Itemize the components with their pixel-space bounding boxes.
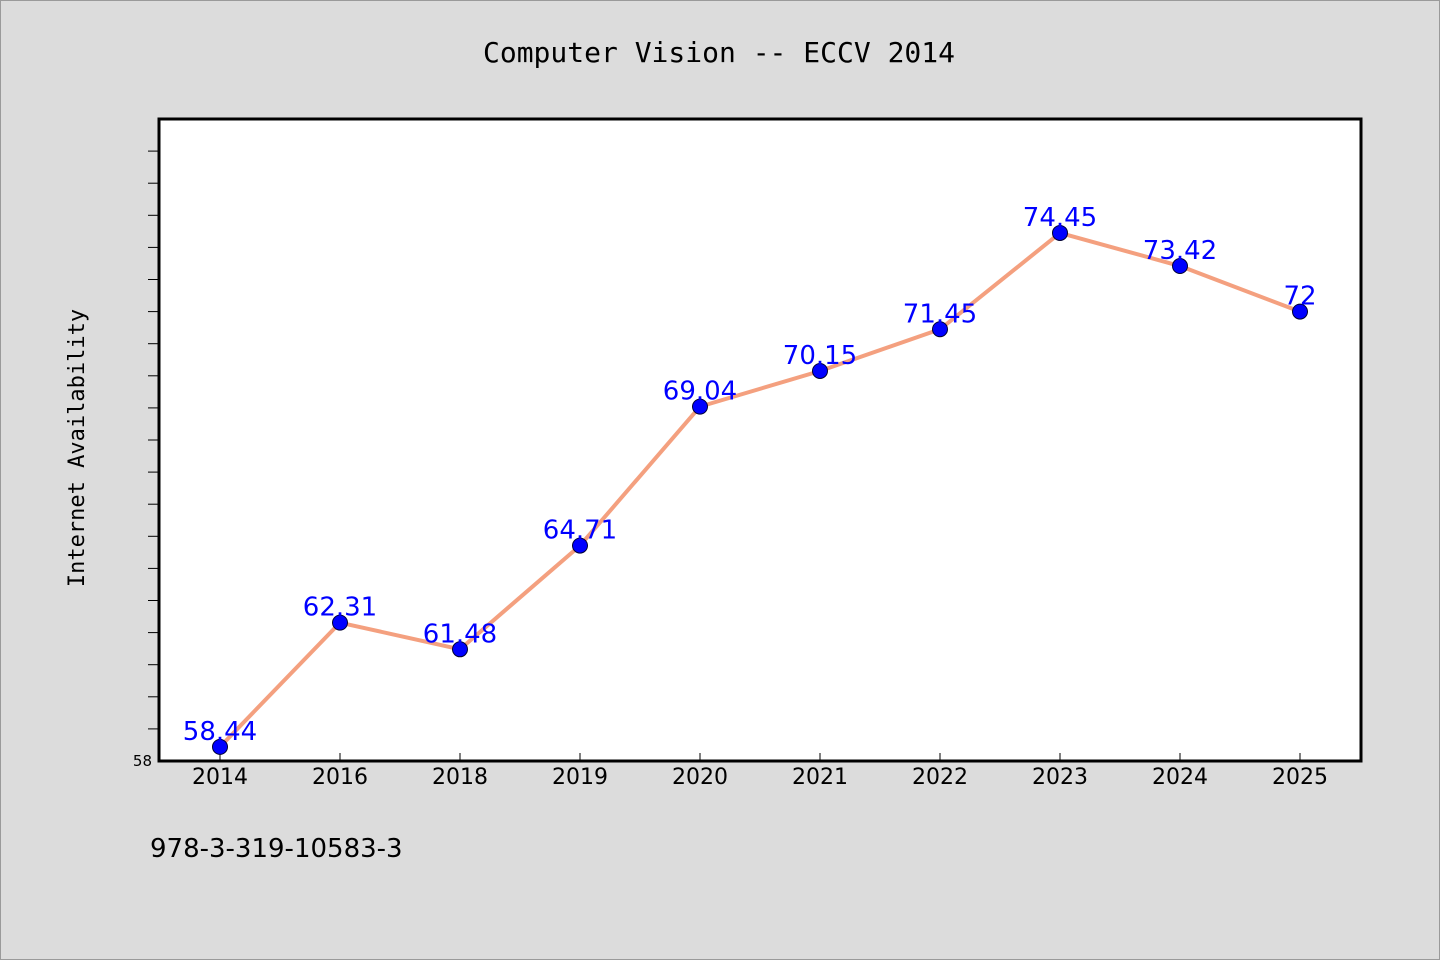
x-tick-label: 2022 [912,765,968,790]
data-point [812,362,828,379]
data-point [332,614,348,631]
isbn-footer: 978-3-319-10583-3 [150,834,403,864]
data-point [932,321,948,338]
x-tick-label: 2023 [1032,765,1088,790]
x-tick-label: 2024 [1152,765,1208,790]
plot-area [157,117,1363,763]
x-tick-label: 2016 [312,765,368,790]
series-line [218,230,1302,749]
data-label: 58.44 [183,717,257,747]
data-label: 61.48 [423,619,497,649]
data-label: 69.04 [663,377,737,407]
data-point [1052,224,1068,241]
data-label: 71.45 [903,299,977,329]
data-point [1172,258,1188,275]
x-tick-label: 2021 [792,765,848,790]
data-point [212,738,228,755]
data-label: 70.15 [783,341,857,371]
data-label: 74.45 [1023,203,1097,233]
data-label: 62.31 [303,593,377,623]
x-tick-label: 2014 [192,765,248,790]
data-point [572,537,588,554]
chart-title: Computer Vision -- ECCV 2014 [483,36,955,69]
x-tick-label: 2018 [432,765,488,790]
series-line-group [218,230,1302,749]
data-label: 73.42 [1143,236,1217,266]
x-tick-label: 2020 [672,765,728,790]
x-tick-label: 2019 [552,765,608,790]
data-point [692,398,708,415]
data-point [1292,303,1308,320]
y-tick-label: 58 [133,752,152,770]
y-axis-ticks: 58 [133,150,159,770]
x-tick-label: 2025 [1272,765,1328,790]
x-axis-ticks: 2014 2016 2018 2019 2020 2021 2022 2023 2024 2025 [192,753,1328,790]
y-axis-label: Internet Availability [65,309,90,587]
data-label: 72 [1283,282,1316,312]
data-labels: 58.44 62.31 61.48 64.71 69.04 70.15 71.45 74.45… [183,203,1317,747]
data-point [452,641,468,658]
data-label: 64.71 [543,516,617,546]
data-markers [212,224,1308,755]
